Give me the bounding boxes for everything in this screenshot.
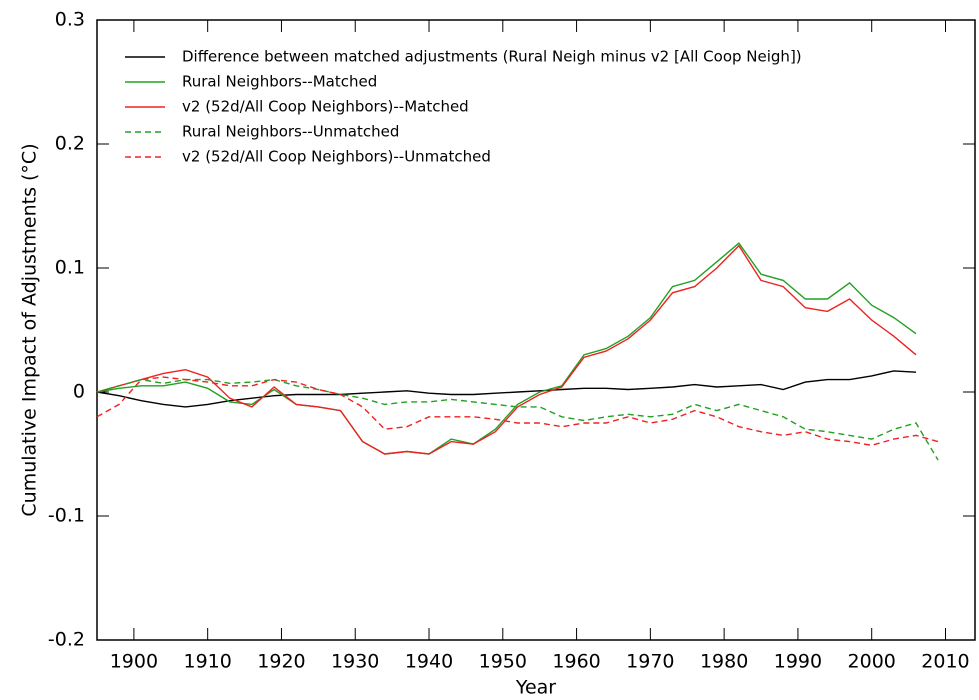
legend-label: v2 (52d/All Coop Neighbors)--Matched xyxy=(182,98,469,116)
series-line xyxy=(96,244,917,455)
y-tick-label: -0.1 xyxy=(48,505,85,527)
plot-frame xyxy=(96,19,976,641)
x-tick-label: 1910 xyxy=(183,651,231,673)
y-tick-label: -0.2 xyxy=(48,629,85,651)
legend-label: Rural Neighbors--Unmatched xyxy=(182,123,399,141)
x-tick-label: 2000 xyxy=(848,651,896,673)
series-line xyxy=(96,242,917,455)
y-tick-label: 0.1 xyxy=(55,257,85,279)
x-tick-label: 1990 xyxy=(774,651,822,673)
x-tick-label: 1920 xyxy=(257,651,305,673)
legend-label: v2 (52d/All Coop Neighbors)--Unmatched xyxy=(182,148,491,166)
legend-label: Difference between matched adjustments (… xyxy=(182,48,802,66)
y-tick-label: 0.3 xyxy=(55,9,85,31)
series-line xyxy=(96,376,939,447)
y-tick-label: 0 xyxy=(73,381,85,403)
x-tick-label: 1980 xyxy=(700,651,748,673)
x-axis-label: Year xyxy=(515,677,556,699)
y-tick-label: 0.2 xyxy=(55,133,85,155)
x-tick-label: 2010 xyxy=(921,651,969,673)
y-axis-label: Cumulative Impact of Adjustments (°C) xyxy=(19,143,41,516)
series-line xyxy=(96,378,939,461)
x-tick-label: 1940 xyxy=(405,651,453,673)
x-tick-label: 1900 xyxy=(110,651,158,673)
x-tick-label: 1970 xyxy=(626,651,674,673)
x-tick-label: 1950 xyxy=(479,651,527,673)
x-tick-label: 1960 xyxy=(552,651,600,673)
x-tick-label: 1930 xyxy=(331,651,379,673)
legend-label: Rural Neighbors--Matched xyxy=(182,73,377,91)
